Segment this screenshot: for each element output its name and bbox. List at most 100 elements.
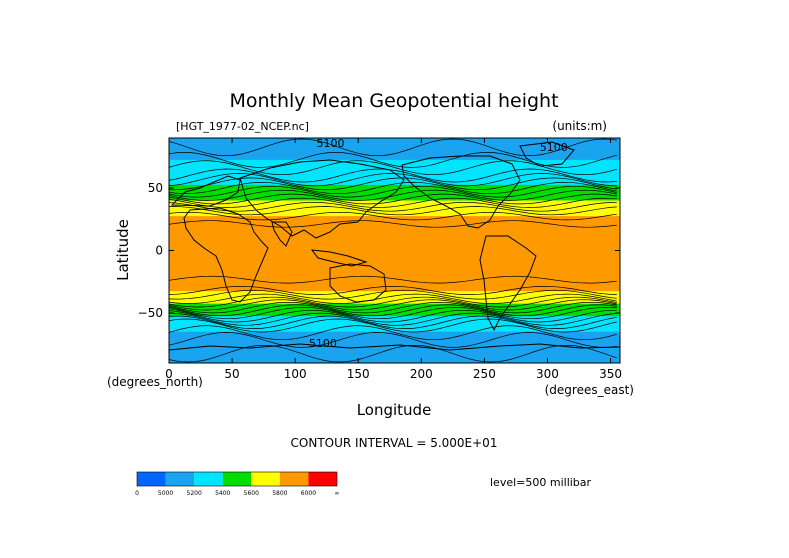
contour-line [169, 318, 617, 333]
y-axis: −50 0 50 [138, 181, 620, 320]
contour-line [169, 220, 617, 228]
y-tick-label: −50 [138, 306, 163, 320]
band-cell [169, 341, 620, 345]
x-tick-label: 300 [536, 367, 559, 381]
coastline-greenland [519, 141, 575, 167]
coastline-australia [329, 263, 387, 303]
contour-line [169, 173, 617, 187]
band-cell [169, 291, 620, 295]
contour-line [169, 201, 617, 212]
contour-line [169, 332, 617, 348]
band-cell [169, 203, 620, 208]
contour-line [169, 312, 617, 326]
contour-line [169, 138, 617, 157]
band-cell [169, 234, 620, 239]
band-cell [169, 281, 620, 286]
level-text: level=500 millibar [490, 476, 592, 489]
contour-line [169, 309, 617, 323]
band-cell [169, 222, 620, 227]
band-cell [169, 300, 620, 305]
colorbar-swatch [165, 472, 195, 486]
colorbar-swatch [194, 472, 223, 486]
band-cell [169, 169, 620, 173]
colorbar-swatch [222, 472, 252, 486]
band-cell [169, 184, 620, 189]
band-cell [169, 194, 620, 198]
file-label: [HGT_1977-02_NCEP.nc] [176, 120, 309, 133]
band-cell [169, 303, 620, 308]
band-cell [169, 359, 620, 363]
contour-line [169, 293, 617, 304]
band-cell [169, 288, 620, 292]
coastline-south-america [479, 235, 537, 332]
band-cell [169, 331, 620, 336]
coastline-asia [239, 159, 405, 239]
band-cell [169, 259, 620, 264]
contour-line [169, 306, 617, 320]
color-bands [169, 138, 620, 363]
band-cell [169, 206, 620, 211]
y-tick-label: 50 [148, 181, 163, 195]
band-cell [169, 178, 620, 183]
x-tick-label: 50 [224, 367, 239, 381]
band-cell [169, 175, 620, 180]
band-cell [169, 275, 620, 280]
contour-line [169, 197, 617, 208]
colorbar-swatch [279, 472, 309, 486]
colorbar-label: 5600 [244, 490, 259, 497]
contour-line [169, 275, 617, 284]
coastline-india [271, 221, 293, 247]
colorbar-label: 5000 [158, 490, 173, 497]
colorbar-label: 5400 [215, 490, 230, 497]
contour-line [169, 181, 617, 195]
contour-line [169, 193, 617, 205]
band-cell [169, 353, 620, 358]
band-cell [169, 138, 620, 142]
band-cell [169, 209, 620, 214]
y-units-label: (degrees_north) [107, 375, 203, 389]
contour-line [169, 286, 617, 295]
band-cell [169, 197, 620, 202]
x-tick-label: 350 [599, 367, 622, 381]
band-cell [169, 356, 620, 361]
units-label: (units:m) [552, 119, 607, 133]
coastline-north-america [401, 155, 521, 229]
band-cell [169, 153, 620, 158]
band-cell [169, 144, 620, 148]
band-cell [169, 244, 620, 248]
coastlines [169, 141, 620, 351]
band-cell [169, 269, 620, 273]
band-cell [169, 325, 620, 330]
coastline-indonesia [310, 249, 368, 267]
band-cell [169, 322, 620, 327]
band-cell [169, 247, 620, 252]
coastline-europe [170, 175, 241, 207]
band-cell [169, 350, 620, 355]
x-tick-label: 150 [347, 367, 370, 381]
colorbar-label: 6000 [301, 490, 316, 497]
band-cell [169, 316, 620, 320]
band-cell [169, 272, 620, 277]
x-tick-label: 100 [284, 367, 307, 381]
contour-line [169, 211, 617, 221]
contour-label-group: 5100 5100 5100 [309, 137, 568, 350]
band-cell [169, 156, 620, 161]
contour-line [169, 299, 617, 311]
coastline-africa [183, 207, 269, 303]
contour-label: 5100 [316, 137, 344, 150]
band-cell [169, 241, 620, 245]
band-cell [169, 253, 620, 258]
x-tick-label: 200 [410, 367, 433, 381]
colorbar-swatch [308, 472, 337, 486]
band-cell [169, 338, 620, 342]
band-cell [169, 166, 620, 170]
band-cell [169, 309, 620, 314]
colorbar-swatch [251, 472, 280, 486]
band-cell [169, 172, 620, 177]
colorbar-label: 5200 [187, 490, 202, 497]
colorbar-swatch [137, 472, 166, 486]
band-cell [169, 347, 620, 352]
band-cell [169, 344, 620, 348]
band-cell [169, 200, 620, 205]
